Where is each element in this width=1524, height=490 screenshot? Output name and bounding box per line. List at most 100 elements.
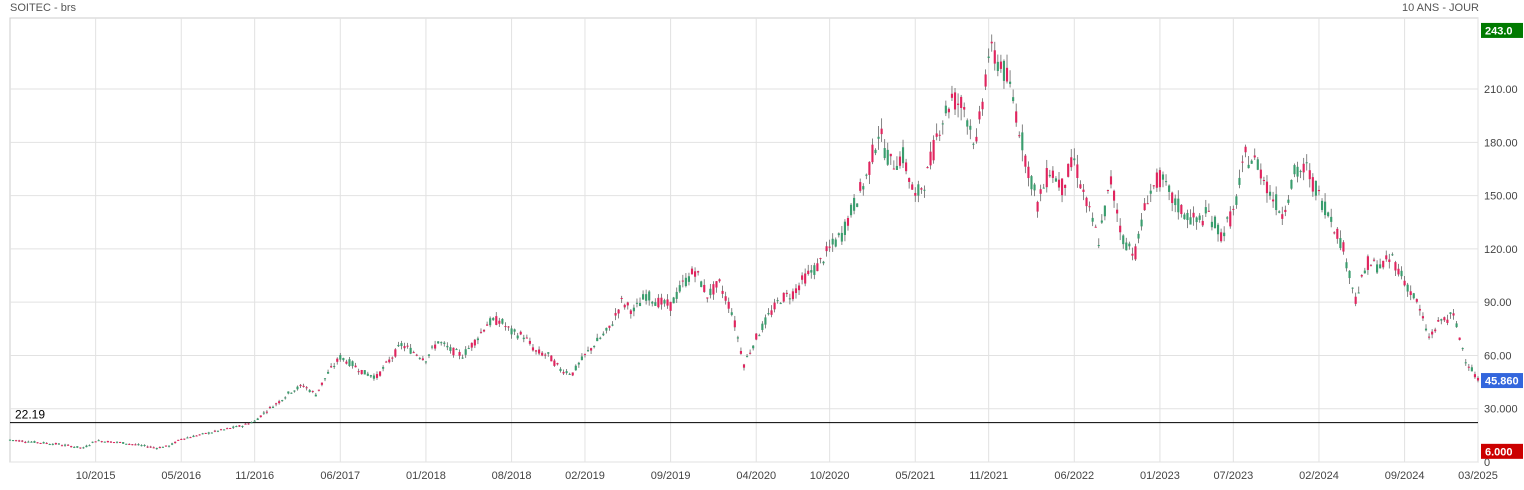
candle-body bbox=[1455, 323, 1458, 328]
candle-body bbox=[63, 444, 67, 446]
candle-body bbox=[819, 258, 822, 260]
candle-body bbox=[39, 442, 42, 444]
candle-body bbox=[76, 446, 79, 448]
candle-body bbox=[36, 442, 39, 444]
candle-body bbox=[437, 341, 440, 344]
x-tick-label: 09/2019 bbox=[651, 470, 691, 482]
x-tick-label: 01/2023 bbox=[1140, 470, 1180, 482]
candle-body bbox=[232, 426, 235, 428]
candle-body bbox=[149, 446, 152, 448]
candle-body bbox=[476, 338, 479, 341]
candle-body bbox=[525, 337, 528, 339]
candle-body bbox=[1094, 226, 1097, 228]
candle-body bbox=[412, 352, 415, 354]
candle-body bbox=[859, 182, 862, 191]
candle-body bbox=[914, 192, 917, 196]
candle-body bbox=[424, 361, 428, 363]
candle-body bbox=[1262, 179, 1265, 181]
candle-body bbox=[317, 389, 320, 391]
candle-body bbox=[1064, 184, 1067, 188]
candle-body bbox=[550, 355, 553, 362]
candle-body bbox=[816, 263, 819, 272]
candle-body bbox=[1446, 319, 1449, 323]
candle-body bbox=[1345, 262, 1348, 269]
candle-body bbox=[1317, 189, 1321, 192]
candle-body bbox=[715, 281, 718, 288]
candle-body bbox=[1253, 155, 1256, 158]
candle-body bbox=[586, 350, 590, 352]
candle-body bbox=[1281, 214, 1284, 219]
candle-body bbox=[486, 324, 489, 326]
candle-body bbox=[1152, 185, 1155, 187]
candle-body bbox=[1403, 280, 1406, 286]
candle-body bbox=[690, 268, 694, 275]
x-tick-label: 11/2021 bbox=[969, 470, 1008, 482]
candle-body bbox=[1342, 242, 1345, 252]
candle-body bbox=[1431, 331, 1434, 335]
candle-body bbox=[1467, 366, 1470, 368]
candle-body bbox=[180, 438, 183, 440]
x-tick-label: 06/2017 bbox=[320, 470, 360, 482]
candle-body bbox=[880, 128, 883, 135]
candle-body bbox=[60, 445, 64, 447]
candle-body bbox=[229, 427, 232, 429]
candle-body bbox=[360, 369, 363, 375]
candle-body bbox=[990, 41, 993, 44]
candle-body bbox=[553, 360, 556, 366]
candle-body bbox=[947, 108, 950, 113]
candle-body bbox=[446, 345, 449, 348]
chart-period: 10 ANS - JOUR bbox=[1401, 2, 1479, 14]
candle-body bbox=[1060, 178, 1064, 196]
candle-body bbox=[672, 297, 675, 304]
candle-body bbox=[791, 291, 795, 300]
candle-body bbox=[1137, 233, 1140, 239]
candle-body bbox=[434, 344, 437, 349]
candle-body bbox=[957, 103, 960, 105]
candle-body bbox=[1024, 155, 1027, 167]
candle-body bbox=[296, 386, 299, 390]
candle-body bbox=[963, 107, 966, 110]
candle-body bbox=[531, 347, 535, 351]
y-tick-label: 30.000 bbox=[1484, 404, 1518, 416]
candle-body bbox=[305, 387, 308, 389]
candle-body bbox=[51, 443, 54, 445]
candle-body bbox=[213, 430, 216, 432]
candle-body bbox=[635, 302, 639, 304]
candle-body bbox=[501, 318, 504, 324]
candle-body bbox=[134, 444, 137, 446]
candle-body bbox=[901, 147, 905, 164]
candle-body bbox=[1073, 158, 1076, 161]
candle-body bbox=[1272, 199, 1275, 202]
candle-body bbox=[1112, 190, 1116, 201]
candle-body bbox=[1122, 235, 1125, 245]
candle-body bbox=[712, 284, 715, 295]
candle-body bbox=[271, 406, 275, 408]
candle-body bbox=[1250, 160, 1253, 164]
candle-body bbox=[660, 297, 663, 305]
candle-body bbox=[250, 422, 253, 424]
candle-body bbox=[1048, 174, 1051, 177]
candle-body bbox=[865, 174, 868, 176]
candle-body bbox=[1201, 220, 1204, 226]
candle-body bbox=[730, 312, 733, 315]
y-tick-label: 90.00 bbox=[1484, 297, 1512, 309]
candle-body bbox=[849, 204, 853, 216]
candle-body bbox=[611, 324, 614, 326]
candle-body bbox=[42, 442, 45, 444]
x-tick-label: 10/2015 bbox=[76, 470, 116, 482]
candle-body bbox=[8, 439, 12, 441]
candle-body bbox=[1293, 165, 1296, 175]
candle-body bbox=[926, 167, 929, 169]
candle-body bbox=[693, 271, 697, 277]
candle-body bbox=[1036, 201, 1039, 212]
last-price-badge-label: 45.860 bbox=[1485, 376, 1519, 388]
candle-body bbox=[556, 363, 559, 365]
x-tick-label: 05/2021 bbox=[895, 470, 935, 482]
candle-body bbox=[259, 415, 262, 418]
candle-body bbox=[125, 443, 128, 445]
candle-body bbox=[1070, 157, 1073, 168]
candle-body bbox=[1067, 163, 1070, 177]
candle-body bbox=[1339, 238, 1342, 248]
candle-body bbox=[1290, 179, 1293, 189]
